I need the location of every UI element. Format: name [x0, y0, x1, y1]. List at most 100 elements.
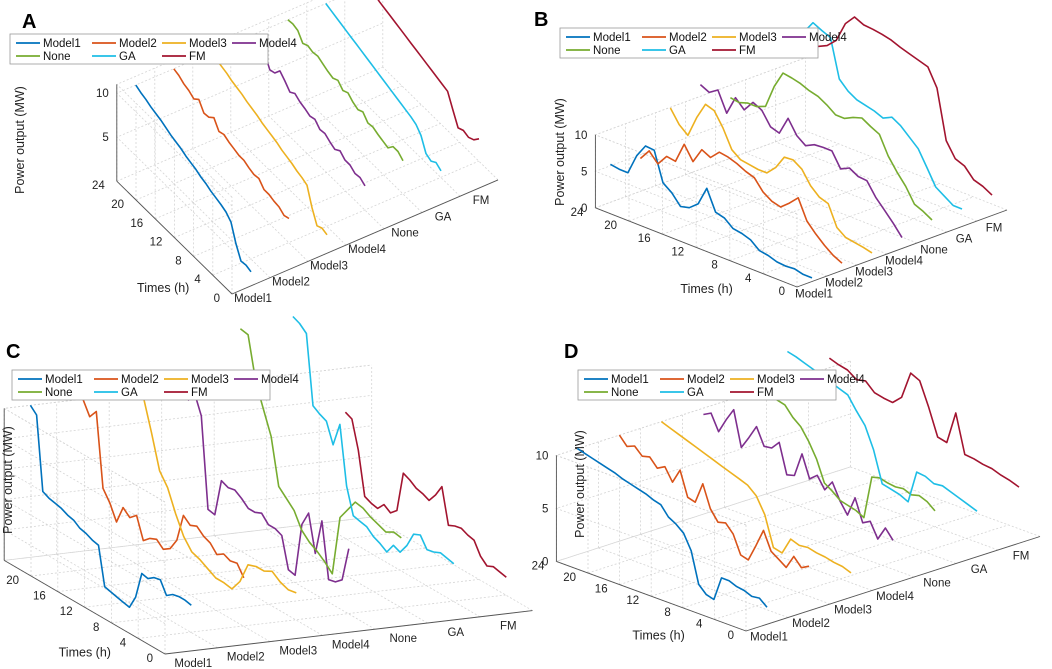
legend-label: FM: [189, 51, 206, 63]
grid-line: [116, 0, 315, 198]
grid-line: [161, 541, 323, 636]
grid-line: [625, 196, 828, 277]
series-line-fm: [828, 357, 1020, 488]
axes: Model1Model2Model3Model4NoneGAFM04812162…: [1, 408, 533, 669]
model-tick-label: None: [390, 633, 418, 645]
model-tick-label: Model4: [885, 256, 923, 268]
grid-line: [805, 130, 1008, 211]
grid-line: [619, 489, 914, 585]
legend-label: GA: [121, 387, 138, 399]
time-tick-label: 24: [532, 560, 545, 572]
grid-line: [212, 160, 479, 276]
legend-label: GA: [119, 51, 136, 63]
series-line-model3: [669, 103, 873, 254]
legend-label: Model2: [687, 374, 725, 386]
power-axis-title: Power output (MW): [573, 430, 587, 538]
legend-box: [577, 369, 837, 401]
grid-line: [715, 163, 918, 244]
grid-line: [696, 170, 907, 248]
grid-line: [111, 579, 479, 624]
series-line-model4: [249, 35, 366, 187]
model-tick-label: Model3: [279, 646, 317, 658]
series-line-model2: [82, 398, 245, 579]
legend-label: Model3: [757, 374, 795, 386]
power-tick-label: 5: [542, 503, 548, 515]
legend-label: Model4: [261, 374, 299, 386]
legend-label: GA: [669, 45, 686, 57]
grid-line: [682, 512, 977, 609]
grid-line: [192, 148, 309, 262]
grid-line: [116, 0, 336, 207]
model-tick-label: Model2: [272, 277, 310, 289]
time-tick-label: 0: [147, 653, 153, 665]
series-line-model4: [703, 408, 894, 541]
grid: [555, 360, 1041, 632]
time-tick-label: 24: [571, 207, 584, 219]
time-tick-label: 4: [745, 273, 752, 285]
legend-label: Model3: [189, 38, 227, 50]
grid-line: [2, 425, 372, 564]
model-tick-label: None: [920, 245, 948, 257]
model-tick-label: Model2: [227, 652, 265, 664]
model-tick-label: Model4: [332, 639, 370, 651]
time-tick-label: 0: [779, 286, 785, 298]
time-tick-label: 0: [728, 630, 734, 642]
time-tick-label: 8: [175, 255, 181, 267]
time-axis-title: Times (h): [137, 281, 189, 295]
series-line-none: [730, 72, 933, 221]
legend-label: Model1: [611, 374, 649, 386]
legend-label: Model3: [739, 32, 777, 44]
series-line-model1: [610, 145, 813, 279]
legend-label: Model2: [121, 374, 159, 386]
grid-line: [135, 85, 403, 201]
model-tick-label: None: [923, 577, 951, 589]
time-tick-label: 16: [33, 591, 46, 603]
time-tick-label: 4: [120, 637, 127, 649]
panel-label: A: [22, 11, 36, 33]
axes: Model1Model2Model3Model4NoneGAFM04812162…: [532, 430, 1041, 643]
legend: Model1 Model2 Model3 Model4 None GA FM: [577, 369, 865, 401]
time-tick-label: 4: [696, 618, 703, 630]
panel-label: D: [564, 341, 578, 363]
time-axis-title: Times (h): [632, 629, 684, 643]
series-line-fm: [377, 0, 480, 141]
time-axis: [556, 560, 747, 632]
panel-B: BModel1Model2Model3Model4NoneGAFM0481216…: [534, 9, 1008, 301]
series-line-model1: [576, 447, 768, 608]
power-tick-label: 0: [542, 556, 548, 568]
grid-line: [138, 594, 506, 639]
time-tick-label: 12: [671, 246, 684, 258]
series-lines: [135, 0, 480, 273]
series-line-model3: [134, 386, 297, 594]
time-tick-label: 20: [604, 220, 617, 232]
legend-label: GA: [687, 387, 704, 399]
series-line-model1: [135, 84, 252, 273]
legend-label: Model4: [259, 38, 297, 50]
model-tick-label: Model2: [792, 618, 830, 630]
legend-label: Model1: [45, 374, 83, 386]
grid-line: [556, 466, 851, 562]
series-line-none: [287, 19, 404, 162]
series-line-model3: [660, 420, 852, 574]
model-tick-label: Model1: [795, 289, 833, 301]
panel-label: B: [534, 9, 548, 31]
axes: Model1Model2Model3Model4NoneGAFM04812162…: [553, 98, 1008, 301]
power-tick-label: 10: [96, 88, 109, 100]
grid-line: [651, 501, 946, 597]
time-tick-label: 20: [563, 572, 576, 584]
time-axis: [3, 560, 166, 655]
legend-label: Model2: [119, 38, 157, 50]
grid-line: [2, 516, 372, 655]
series-line-model4: [699, 84, 903, 239]
time-tick-label: 8: [711, 260, 717, 272]
series-line-model2: [639, 143, 843, 264]
model-tick-label: GA: [435, 211, 452, 223]
time-axis-title: Times (h): [680, 282, 732, 296]
model-tick-label: Model1: [234, 293, 272, 305]
model-axis: [796, 209, 1008, 288]
model-tick-label: FM: [500, 621, 517, 633]
panel-D: D Model1 Model2 Model3 Model4 None GA FM 0 4 8 12 16…: [532, 341, 1041, 643]
grid-line: [193, 141, 460, 257]
model-tick-label: Model3: [834, 604, 872, 616]
grid-line: [662, 156, 873, 235]
